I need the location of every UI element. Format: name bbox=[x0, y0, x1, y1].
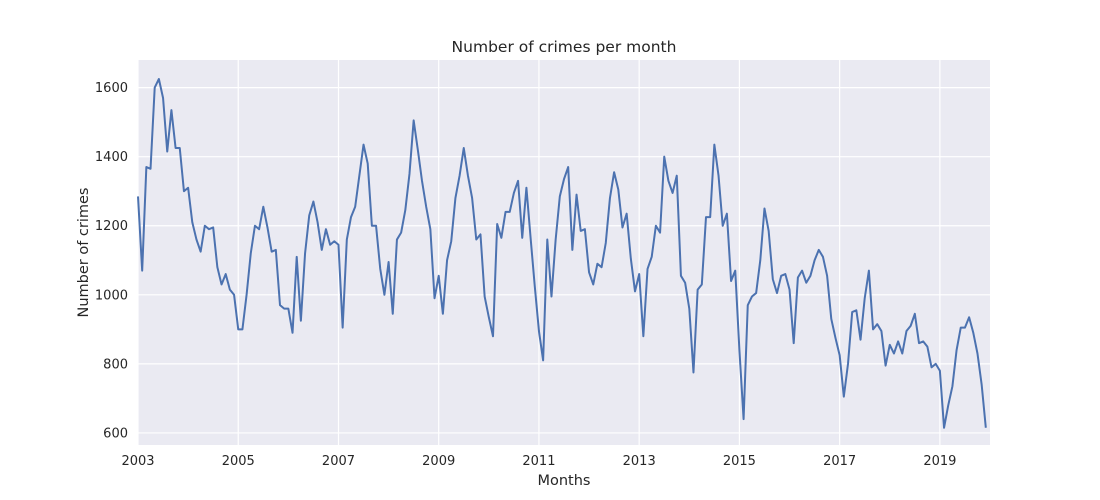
y-axis-label: Number of crimes bbox=[76, 187, 92, 317]
x-tick-label: 2013 bbox=[623, 454, 656, 469]
x-tick-label: 2015 bbox=[723, 454, 756, 469]
x-tick-label: 2017 bbox=[823, 454, 856, 469]
x-tick-label: 2005 bbox=[222, 454, 255, 469]
y-tick-label: 1000 bbox=[95, 288, 128, 303]
y-tick-label: 1400 bbox=[95, 150, 128, 165]
y-axis-ticks: 600 800 1000 1200 1400 1600 bbox=[95, 81, 128, 441]
series-line bbox=[137, 77, 987, 429]
x-tick-label: 2007 bbox=[322, 454, 355, 469]
x-axis-ticks: 2003 2005 2007 2009 2011 2013 2015 2017 2019 bbox=[121, 454, 956, 469]
x-tick-label: 2009 bbox=[422, 454, 455, 469]
y-tick-label: 1200 bbox=[95, 219, 128, 234]
y-tick-label: 1600 bbox=[95, 81, 128, 96]
x-tick-label: 2019 bbox=[923, 454, 956, 469]
y-tick-label: 800 bbox=[103, 357, 128, 372]
chart-title: Number of crimes per month bbox=[452, 38, 677, 56]
plot-area bbox=[138, 60, 990, 445]
x-tick-label: 2011 bbox=[522, 454, 555, 469]
x-axis-label: Months bbox=[537, 473, 590, 489]
x-tick-label: 2003 bbox=[121, 454, 154, 469]
y-tick-label: 600 bbox=[103, 426, 128, 441]
